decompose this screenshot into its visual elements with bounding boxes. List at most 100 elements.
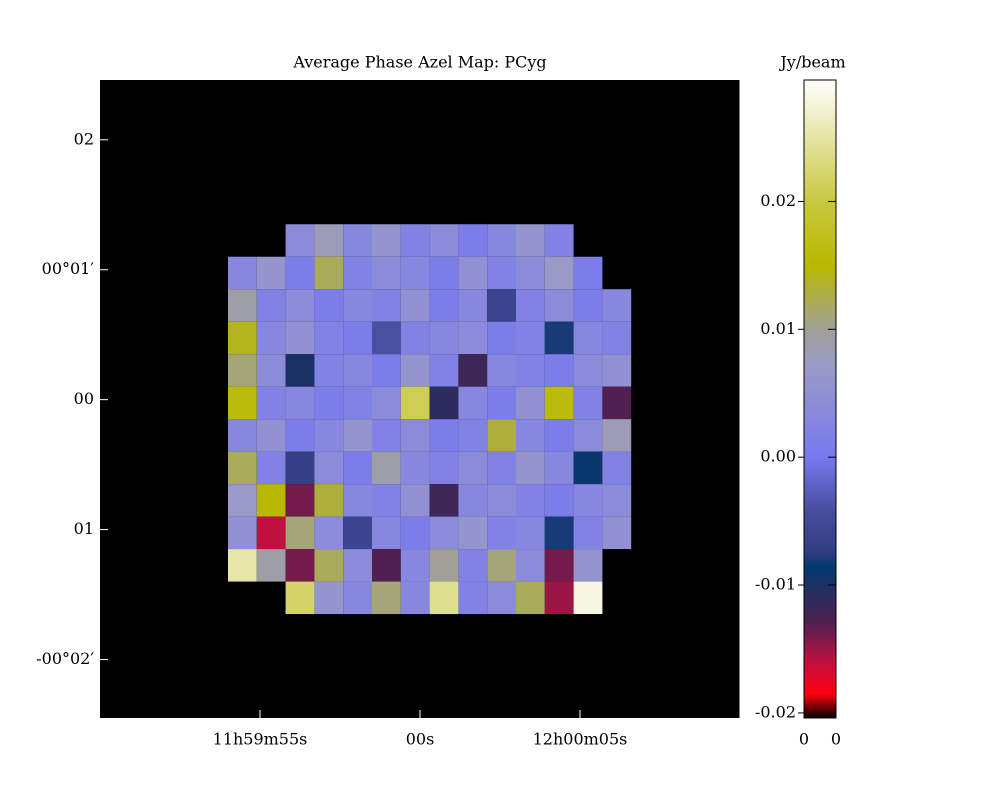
map-cell [285, 419, 315, 452]
map-cell [228, 419, 257, 452]
map-cell [429, 516, 459, 550]
map-cell [458, 224, 488, 257]
map-cell [573, 549, 603, 582]
map-cell [516, 451, 545, 485]
map-cell [228, 516, 257, 550]
map-cell [343, 289, 372, 322]
map-cell [544, 581, 574, 615]
map-cell [400, 354, 430, 387]
map-cell [458, 581, 488, 615]
map-cell [285, 451, 315, 485]
map-cell [458, 289, 488, 322]
map-cell [544, 549, 574, 582]
map-cell [400, 386, 430, 420]
map-cell [544, 321, 574, 355]
map-cell [544, 484, 574, 517]
map-cell [602, 484, 632, 517]
map-cell [516, 419, 545, 452]
map-cell [487, 256, 516, 290]
map-cell [400, 484, 430, 517]
colorbar [803, 79, 837, 719]
map-cell [516, 386, 545, 420]
x-tick-label: 00s [406, 730, 435, 749]
map-cell [372, 386, 401, 420]
map-cell [228, 484, 257, 517]
map-cell [314, 386, 344, 420]
map-cell [487, 289, 516, 322]
map-cell [458, 419, 488, 452]
map-cell [400, 321, 430, 355]
map-cell [573, 321, 603, 355]
map-cell [573, 484, 603, 517]
map-cell [458, 354, 488, 387]
map-cell [372, 354, 401, 387]
map-cell [487, 321, 516, 355]
map-cell [487, 224, 516, 257]
map-cell [573, 419, 603, 452]
map-cell [516, 549, 545, 582]
map-cell [285, 581, 315, 615]
map-cell [343, 549, 372, 582]
map-cell [343, 484, 372, 517]
map-cell [285, 321, 315, 355]
map-cell [343, 354, 372, 387]
map-cell [256, 549, 286, 582]
map-cell [429, 386, 459, 420]
map-cell [544, 516, 574, 550]
map-cell [256, 386, 286, 420]
map-cell [256, 289, 286, 322]
map-cell [314, 321, 344, 355]
map-cell [573, 516, 603, 550]
map-cell [314, 581, 344, 615]
map-cell [228, 321, 257, 355]
map-cell [343, 224, 372, 257]
map-cell [256, 516, 286, 550]
map-cell [372, 256, 401, 290]
map-cell [343, 516, 372, 550]
map-cell [285, 256, 315, 290]
map-cell [228, 256, 257, 290]
map-cell [602, 386, 632, 420]
map-cell [314, 354, 344, 387]
colorbar-title: Jy/beam [778, 53, 845, 72]
map-cell [285, 354, 315, 387]
map-cell [343, 256, 372, 290]
map-cell [487, 419, 516, 452]
y-tick-label: 02 [74, 129, 94, 148]
y-tick-label: -00°02′ [36, 649, 94, 668]
map-cell [372, 224, 401, 257]
map-cell [228, 549, 257, 582]
colorbar-tick-label: 0.01 [760, 319, 796, 338]
map-cell [372, 549, 401, 582]
map-cell [602, 321, 632, 355]
map-cell [314, 289, 344, 322]
map-cell [458, 451, 488, 485]
map-cell [400, 419, 430, 452]
map-cell [429, 484, 459, 517]
x-tick-label: 11h59m55s [213, 730, 308, 749]
colorbar-tick-label: 0.02 [760, 191, 796, 210]
map-cell [573, 581, 603, 615]
map-cell [228, 289, 257, 322]
map-cell [400, 289, 430, 322]
map-cell [458, 549, 488, 582]
map-cell [602, 354, 632, 387]
map-cell [256, 419, 286, 452]
map-cell [487, 484, 516, 517]
y-tick-label: 01 [74, 519, 94, 538]
map-cell [400, 549, 430, 582]
map-cell [573, 386, 603, 420]
map-cell [256, 256, 286, 290]
y-tick-label: 00 [74, 389, 94, 408]
map-cell [372, 484, 401, 517]
map-cell [429, 289, 459, 322]
colorbar-tick-label: -0.02 [755, 702, 796, 721]
map-cell [314, 484, 344, 517]
map-cell [544, 354, 574, 387]
map-cell [487, 451, 516, 485]
colorbar-tick-label: 0.00 [760, 447, 796, 466]
map-cell [487, 516, 516, 550]
map-cell [400, 256, 430, 290]
map-cell [285, 289, 315, 322]
